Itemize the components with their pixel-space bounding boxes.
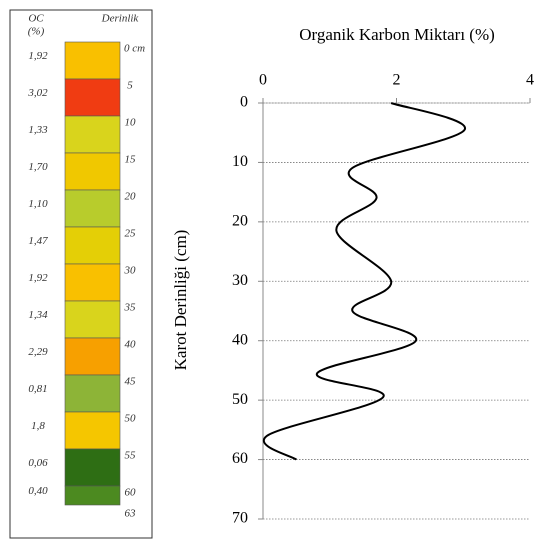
y-tick-label: 70 [232,510,248,527]
oc-label: 3,02 [27,87,48,99]
depth-label: 50 [125,413,137,425]
x-tick-label: 4 [526,72,534,89]
y-tick-label: 0 [240,94,248,111]
core-segment [64,337,121,376]
oc-header: OC [28,13,44,25]
depth-label: 10 [125,117,137,129]
y-tick-label: 60 [232,450,248,467]
chart-title: Organik Karbon Miktarı (%) [299,25,495,44]
data-line [263,102,466,461]
depth-label: 5 [127,80,133,92]
depth-label: 15 [125,154,137,166]
core-segment [64,411,121,450]
depth-label: 20 [125,191,137,203]
depth-label: 30 [124,265,137,277]
depth-label: 35 [124,302,137,314]
oc-label: 1,70 [28,161,48,173]
oc-label: 1,92 [28,50,48,62]
depth-label: 63 [125,508,137,520]
depth-header: Derinlik [101,13,140,25]
core-segment [64,78,121,117]
oc-label: 0,81 [28,383,47,395]
oc-label: 1,34 [28,309,48,321]
core-segment [64,263,121,302]
core-segment [64,115,121,154]
x-tick-label: 0 [259,72,267,89]
y-tick-label: 30 [232,272,248,289]
oc-label: 1,33 [28,124,48,136]
oc-label: 1,47 [28,235,48,247]
oc-label: 1,10 [28,198,48,210]
core-segment [64,41,121,80]
core-segment [64,189,121,228]
core-segment [64,448,121,487]
core-segment [64,300,121,339]
y-tick-label: 50 [232,391,248,408]
y-tick-label: 20 [232,213,248,230]
depth-label: 40 [125,339,137,351]
oc-label: 1,8 [31,420,45,432]
oc-label: 2,29 [28,346,48,358]
depth-label: 25 [125,228,137,240]
oc-label: 1,92 [28,272,48,284]
oc-label: 0,06 [28,457,48,469]
depth-label: 60 [125,487,137,499]
depth-label: 55 [125,450,137,462]
core-segment [64,485,121,506]
y-axis-label: Karot Derinliği (cm) [171,230,190,371]
core-segment [64,152,121,191]
depth-label: 0 cm [124,43,145,55]
oc-unit: (%) [28,26,45,38]
oc-label: 0,40 [28,485,48,497]
core-segment [64,374,121,413]
x-tick-label: 2 [393,72,401,89]
y-tick-label: 10 [232,153,248,170]
core-segment [64,226,121,265]
depth-label: 45 [125,376,137,388]
y-tick-label: 40 [232,331,248,348]
core-frame [9,9,153,539]
